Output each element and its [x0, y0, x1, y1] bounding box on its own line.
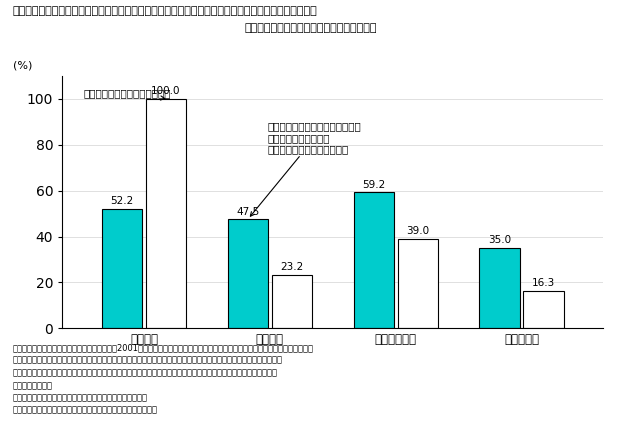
Text: 各控除を受けていた非納税者中、
同控除が廃止されると
課税最低限を超える人の割合: 各控除を受けていた非納税者中、 同控除が廃止されると 課税最低限を超える人の割合: [251, 121, 361, 216]
Bar: [397, 239, 438, 328]
Text: ２．　国民生活基礎調査の個票データにおける有所得者（総合所得金額がゼロ以上）を対象とし、税制シミュレー: ２． 国民生活基礎調査の個票データにおける有所得者（総合所得金額がゼロ以上）を対…: [12, 356, 282, 365]
Text: 有所得者中、各控除適用者割合: 有所得者中、各控除適用者割合: [84, 88, 171, 100]
Text: ３．　配偶者控除等＝配偶者控除＋配偶者特別控除。: ３． 配偶者控除等＝配偶者控除＋配偶者特別控除。: [12, 394, 147, 402]
Text: した。: した。: [12, 381, 52, 390]
Text: （備考）１．　内閣府「政策効果分析レポート2001」を参考に、厚生労働省「国民生活基礎調査（平成１１年）」等により作成。: （備考）１． 内閣府「政策効果分析レポート2001」を参考に、厚生労働省「国民生…: [12, 343, 313, 352]
Text: 39.0: 39.0: [406, 226, 429, 236]
Bar: [146, 99, 186, 328]
Text: 23.2: 23.2: [281, 262, 304, 272]
Text: 52.2: 52.2: [110, 196, 134, 206]
Text: 16.3: 16.3: [532, 278, 555, 288]
Bar: [480, 248, 519, 328]
Bar: [228, 219, 268, 328]
Bar: [102, 208, 142, 328]
Text: 100.0: 100.0: [151, 86, 181, 96]
Bar: [353, 192, 394, 328]
Text: 47.5: 47.5: [236, 207, 259, 216]
Text: ションモデルを用いて、所得税の非納税者となる者（所得税額がゼロとなる者）や控除適用者の割合を試算: ションモデルを用いて、所得税の非納税者となる者（所得税額がゼロとなる者）や控除適…: [12, 368, 277, 377]
Text: 59.2: 59.2: [362, 180, 385, 190]
Text: (%): (%): [14, 61, 33, 71]
Text: 各種控除の廃止により新たに出現する納税者: 各種控除の廃止により新たに出現する納税者: [244, 23, 378, 33]
Text: 35.0: 35.0: [488, 235, 511, 245]
Text: 第２－１－３２図　人的控除廃止時に所得税の課税最低限を超える者の割合に関するシミュレーション: 第２－１－３２図 人的控除廃止時に所得税の課税最低限を超える者の割合に関するシミ…: [12, 6, 317, 16]
Bar: [524, 291, 564, 328]
Text: ４．　住宅借入金等特別控除他の税額控除の影響は除く。: ４． 住宅借入金等特別控除他の税額控除の影響は除く。: [12, 405, 157, 414]
Bar: [272, 275, 312, 328]
